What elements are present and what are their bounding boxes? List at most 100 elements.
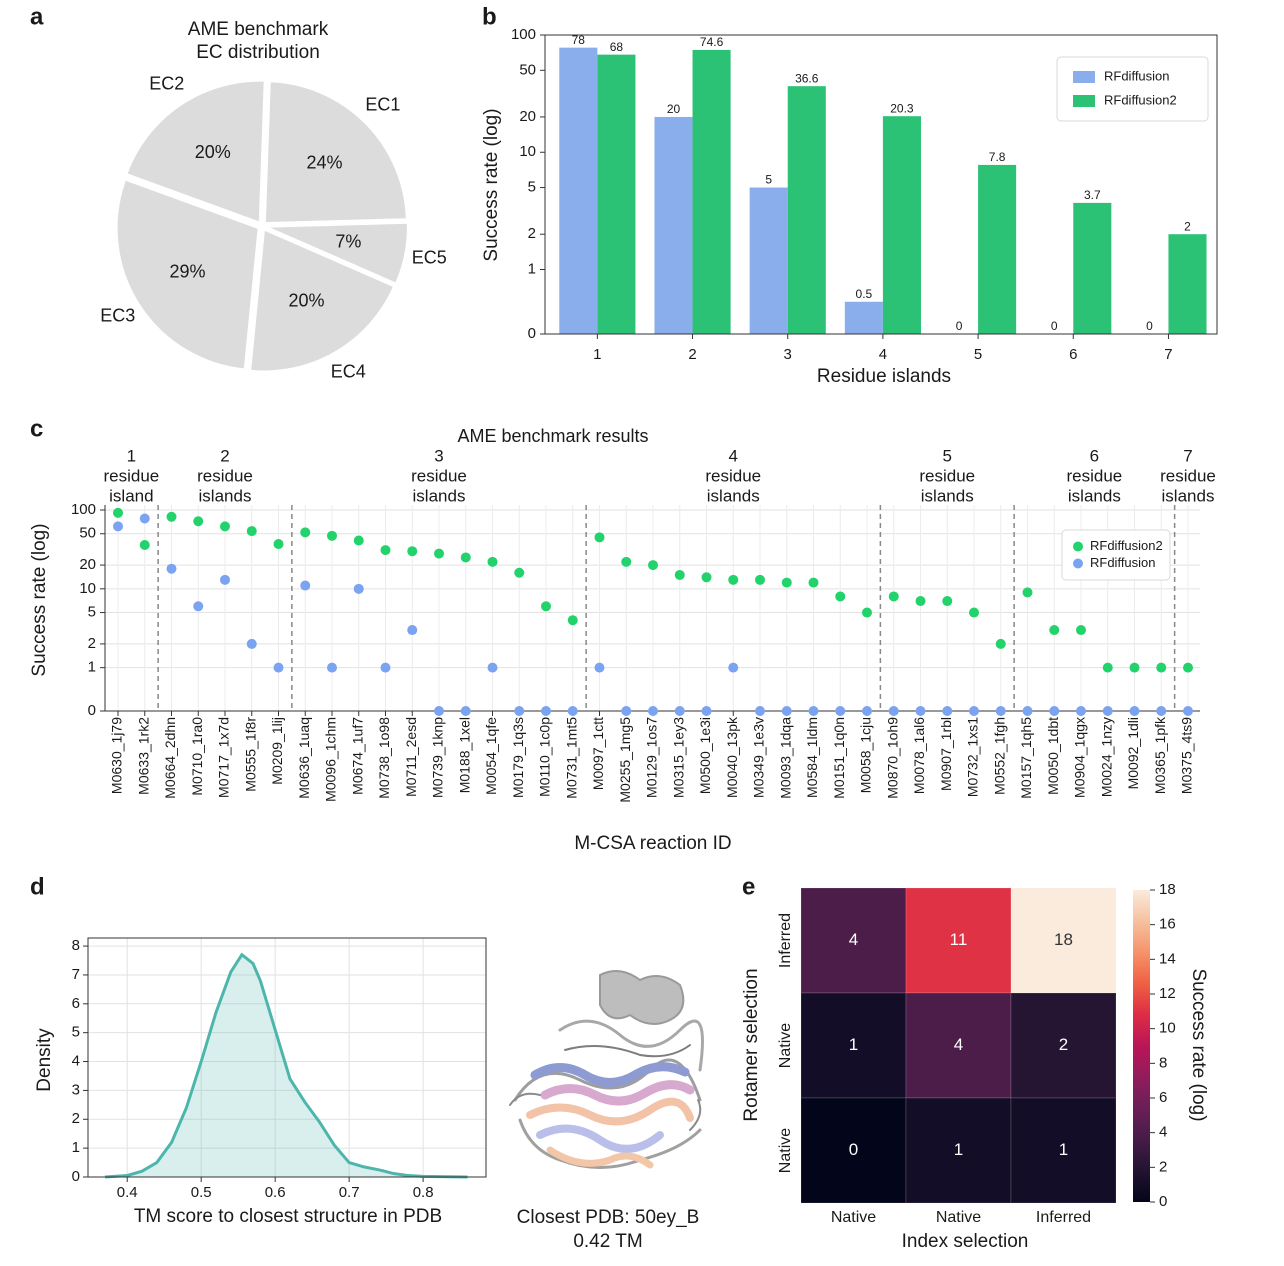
point xyxy=(567,615,578,626)
legend-swatch xyxy=(1073,558,1083,569)
legend-label: RFdiffusion2 xyxy=(1090,538,1163,553)
y-tick-label: 10 xyxy=(519,143,536,160)
x-tick-label: M0092_1dli xyxy=(1125,717,1141,789)
value-label: 0 xyxy=(1146,319,1153,333)
point xyxy=(487,556,498,567)
bar xyxy=(1168,234,1207,334)
point xyxy=(942,706,953,716)
colorbar-tick-label: 10 xyxy=(1159,1020,1176,1037)
cell-label: 1 xyxy=(1059,1140,1068,1159)
point xyxy=(460,706,471,716)
point xyxy=(246,638,257,649)
point xyxy=(514,706,525,716)
heatmap-cell xyxy=(1010,1097,1117,1204)
colorbar-label: Success rate (log) xyxy=(1188,968,1209,1121)
point xyxy=(755,574,765,585)
x-tick-label: M0365_1pfk xyxy=(1152,716,1168,794)
point xyxy=(353,583,364,594)
group-label: 6 xyxy=(1090,446,1099,465)
point xyxy=(300,527,311,538)
value-label: 7% xyxy=(335,232,361,252)
row-label: Native xyxy=(777,1023,794,1068)
x-tick-label: M0058_1cju xyxy=(858,717,874,793)
point xyxy=(701,706,712,716)
group-label: islands xyxy=(1068,486,1121,505)
x-tick-label: M0209_1lij xyxy=(269,717,285,785)
colorbar-tick-label: 8 xyxy=(1159,1054,1167,1071)
point xyxy=(353,535,364,546)
row-label: Inferred xyxy=(777,913,794,968)
point xyxy=(1102,662,1113,673)
x-tick-label: M0097_1ctt xyxy=(590,717,606,790)
panel-letter: e xyxy=(742,873,755,900)
point xyxy=(139,539,150,550)
heatmap-cell xyxy=(1010,887,1117,994)
y-tick-label: 6 xyxy=(72,995,80,1012)
legend-swatch xyxy=(1073,71,1095,83)
bar xyxy=(1073,202,1112,334)
y-tick-label: 8 xyxy=(72,937,80,954)
cell-label: 2 xyxy=(1059,1035,1068,1054)
x-tick-label: M0500_1e3i xyxy=(697,717,713,794)
point xyxy=(621,556,632,567)
point xyxy=(273,662,284,673)
pie-slice xyxy=(125,79,266,225)
group-label: residue xyxy=(103,466,159,485)
y-tick-label: 3 xyxy=(72,1081,80,1098)
value-label: 3.7 xyxy=(1084,188,1101,202)
pie-slice xyxy=(263,80,408,225)
bar xyxy=(692,49,731,334)
value-label: 0 xyxy=(956,319,963,333)
x-tick-label: M0110_1c0p xyxy=(537,717,553,797)
point xyxy=(594,532,605,543)
colorbar-tick-label: 18 xyxy=(1159,881,1176,898)
x-tick-label: M0732_1xs1 xyxy=(965,717,981,797)
x-tick-label: M0078_1al6 xyxy=(911,717,927,794)
group-label: residue xyxy=(1066,466,1122,485)
point xyxy=(781,577,792,588)
point xyxy=(808,577,819,588)
x-tick-label: M0054_1qfe xyxy=(483,717,499,795)
point xyxy=(995,706,1006,716)
x-tick-label: 3 xyxy=(784,346,792,363)
x-tick-label: 0.7 xyxy=(339,1184,360,1201)
point xyxy=(273,539,284,550)
group-label: residue xyxy=(197,466,253,485)
y-tick-label: 1 xyxy=(72,1139,80,1156)
x-tick-label: 0.5 xyxy=(191,1184,212,1201)
bar xyxy=(787,86,826,334)
x-tick-label: M0738_1o98 xyxy=(376,717,392,799)
group-label: residue xyxy=(705,466,761,485)
image-caption: 0.42 TM xyxy=(573,1231,642,1252)
value-label: 0 xyxy=(1051,319,1058,333)
x-tick-label: M0555_1f8r xyxy=(242,717,258,792)
pie-slice xyxy=(265,221,409,285)
point xyxy=(674,569,685,580)
point xyxy=(862,607,872,618)
group-label: residue xyxy=(1160,466,1216,485)
point xyxy=(1183,662,1193,673)
colorbar xyxy=(1133,890,1150,1202)
value-label: 20% xyxy=(195,142,231,162)
y-tick-label: 2 xyxy=(528,225,536,242)
plot-frame xyxy=(544,34,1218,335)
x-tick-label: M0552_1fgh xyxy=(991,717,1007,795)
point xyxy=(541,601,551,612)
group-label: 2 xyxy=(220,446,229,465)
y-axis-label: Rotamer selection xyxy=(741,968,762,1121)
chart-title: AME benchmark results xyxy=(457,426,648,446)
group-label: 3 xyxy=(434,446,443,465)
point xyxy=(594,662,605,673)
cell-label: 4 xyxy=(849,930,858,949)
x-tick-label: 6 xyxy=(1069,346,1077,363)
value-label: 36.6 xyxy=(795,71,819,85)
x-tick-label: M0710_1ra0 xyxy=(189,717,205,796)
bar xyxy=(654,116,693,334)
group-label: 1 xyxy=(127,446,136,465)
value-label: 5 xyxy=(765,173,772,187)
x-tick-label: M0711_2esd xyxy=(403,717,419,797)
cell-label: 18 xyxy=(1054,930,1073,949)
colorbar-tick-label: 16 xyxy=(1159,916,1176,933)
x-tick-label: M0907_1rbl xyxy=(938,717,954,791)
x-tick-label: 0.6 xyxy=(265,1184,286,1201)
